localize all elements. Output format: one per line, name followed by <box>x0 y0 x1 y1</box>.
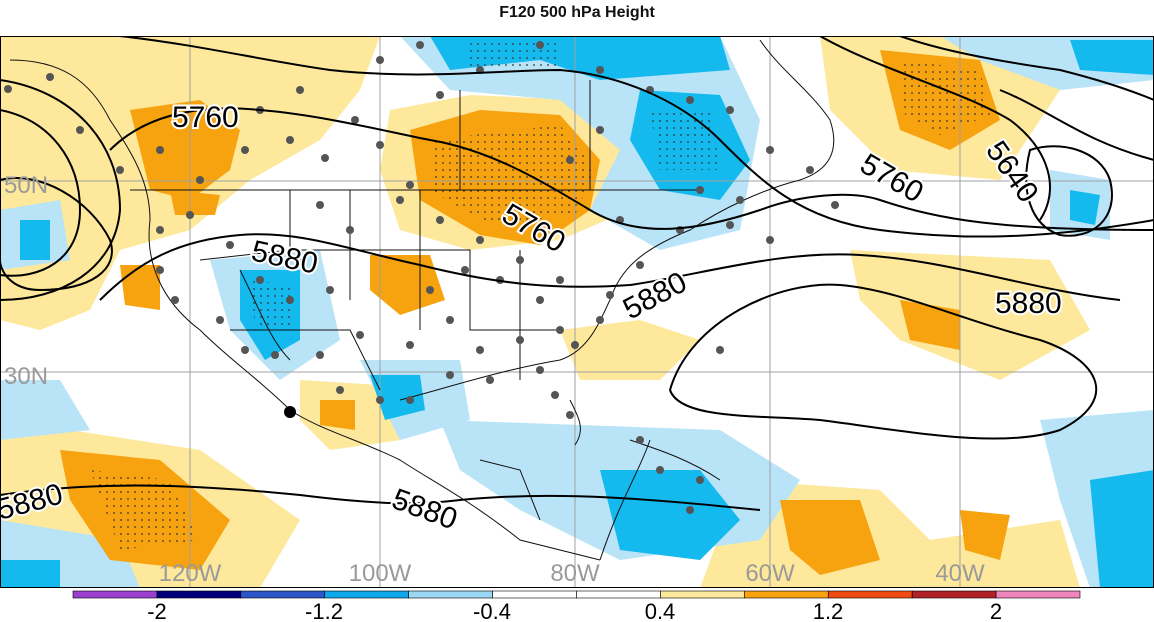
colorbar-swatch <box>324 590 409 599</box>
highlighted-station-marker <box>284 406 296 418</box>
colorbar-labels: -2 -1.2 -0.4 0.4 1.2 2 <box>147 599 1002 622</box>
contour-label: 5760 <box>172 101 239 134</box>
lat-label: 50N <box>4 172 48 199</box>
colorbar-label: -1.2 <box>305 599 343 622</box>
colorbar-label: 0.4 <box>645 599 676 622</box>
colorbar-swatch <box>240 590 326 599</box>
colorbar: -2 -1.2 -0.4 0.4 1.2 2 <box>72 590 1081 622</box>
colorbar-swatch <box>72 590 158 599</box>
lat-label: 30N <box>4 363 48 390</box>
colorbar-label: 2 <box>990 599 1002 622</box>
colorbar-swatch <box>576 590 661 599</box>
colorbar-swatch <box>744 590 829 599</box>
colorbar-swatch <box>408 590 493 599</box>
map-title: F120 500 hPa Height <box>499 4 655 21</box>
colorbar-swatch <box>660 590 745 599</box>
lon-label: 40W <box>935 560 985 587</box>
colorbar-label: 1.2 <box>813 599 844 622</box>
lon-label: 120W <box>159 560 222 587</box>
grid-labels: 50N 30N 120W 100W 80W 60W 40W <box>4 172 985 587</box>
colorbar-label: -0.4 <box>473 599 511 622</box>
colorbar-swatch <box>827 590 913 599</box>
colorbar-swatch <box>911 590 997 599</box>
height-contours <box>0 36 1154 511</box>
lon-label: 60W <box>745 560 795 587</box>
colorbar-label: -2 <box>147 599 167 622</box>
lon-label: 80W <box>550 560 600 587</box>
colorbar-swatch <box>156 590 242 599</box>
colorbar-swatch <box>492 590 577 599</box>
colorbar-swatch <box>995 590 1081 599</box>
colorbar-swatches <box>72 590 1081 599</box>
coastlines-and-borders <box>9 39 835 561</box>
contour-label: 5880 <box>995 287 1062 320</box>
height-anomaly-map: 5760 5880 5760 5880 5760 5640 5880 5880 … <box>0 36 1154 588</box>
lon-label: 100W <box>349 560 412 587</box>
